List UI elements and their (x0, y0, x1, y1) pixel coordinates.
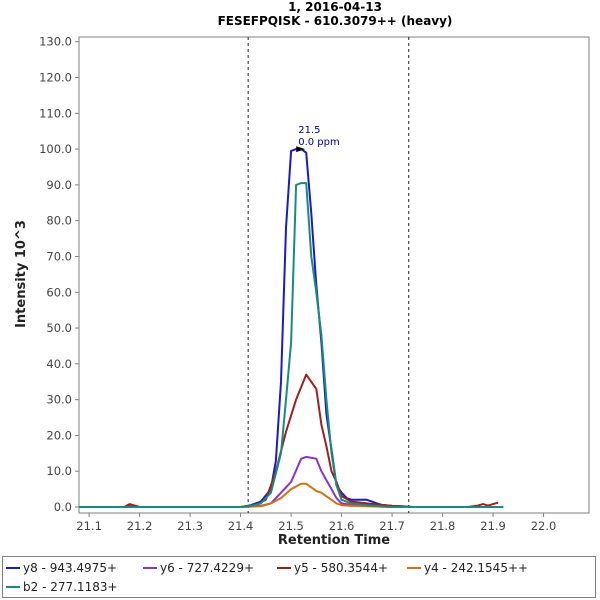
legend-item: y6 - 727.4229+ (143, 560, 254, 576)
y-tick-label: 20.0 (46, 428, 72, 442)
legend-item: b2 - 277.1183+ (6, 579, 118, 595)
y-tick-label: 80.0 (46, 214, 72, 228)
chart-title: 1, 2016-04-13 (288, 0, 382, 14)
legend-item: y5 - 580.3544+ (277, 560, 388, 576)
legend-label: y6 - 727.4229+ (160, 561, 255, 575)
legend-swatch (6, 586, 20, 588)
series-line (79, 482, 504, 508)
x-tick-label: 21.6 (329, 519, 355, 533)
legend-swatch (407, 567, 421, 569)
x-tick-label: 22.0 (531, 519, 557, 533)
legend: y8 - 943.4975+ y6 - 727.4229+ y5 - 580.354… (2, 556, 596, 598)
legend-swatch (6, 567, 20, 569)
x-tick-label: 21.9 (480, 519, 506, 533)
legend-label: y8 - 943.4975+ (23, 561, 118, 575)
plot-area[interactable] (78, 36, 590, 514)
legend-item: y8 - 943.4975+ (6, 560, 117, 576)
series-line (79, 148, 504, 508)
legend-swatch (143, 567, 157, 569)
y-tick-label: 70.0 (46, 249, 72, 263)
x-axis-label: Retention Time (278, 533, 390, 548)
y-tick-label: 10.0 (46, 464, 72, 478)
y-tick-label: 30.0 (46, 393, 72, 407)
y-tick-label: 40.0 (46, 357, 72, 371)
y-tick-label: 100.0 (39, 142, 72, 156)
legend-item: y4 - 242.1545++ (407, 560, 528, 576)
x-tick-label: 21.7 (379, 519, 405, 533)
x-tick-label: 21.3 (177, 519, 203, 533)
x-tick-label: 21.4 (228, 519, 254, 533)
y-axis-label: Intensity 10^3 (14, 220, 29, 328)
y-tick-label: 60.0 (46, 285, 72, 299)
y-tick-label: 130.0 (39, 35, 72, 49)
peak-marker-arrow (296, 146, 306, 153)
y-tick-label: 90.0 (46, 178, 72, 192)
x-tick-label: 21.2 (127, 519, 153, 533)
legend-swatch (277, 567, 291, 569)
legend-label: y5 - 580.3544+ (294, 561, 389, 575)
legend-label: b2 - 277.1183+ (23, 580, 118, 594)
peak-annotation-time: 21.5 (298, 125, 320, 136)
y-tick-label: 120.0 (39, 71, 72, 85)
y-tick-label: 50.0 (46, 321, 72, 335)
series-line (79, 182, 504, 508)
x-tick-label: 21.8 (430, 519, 456, 533)
y-tick-label: 110.0 (39, 106, 72, 120)
peak-annotation-ppm: 0.0 ppm (298, 137, 340, 148)
chart-subtitle: FESEFPQISK - 610.3079++ (heavy) (218, 14, 453, 28)
x-tick-label: 21.1 (76, 519, 102, 533)
y-tick-label: 0.0 (54, 500, 72, 514)
legend-label: y4 - 242.1545++ (424, 561, 529, 575)
x-tick-label: 21.5 (278, 519, 304, 533)
